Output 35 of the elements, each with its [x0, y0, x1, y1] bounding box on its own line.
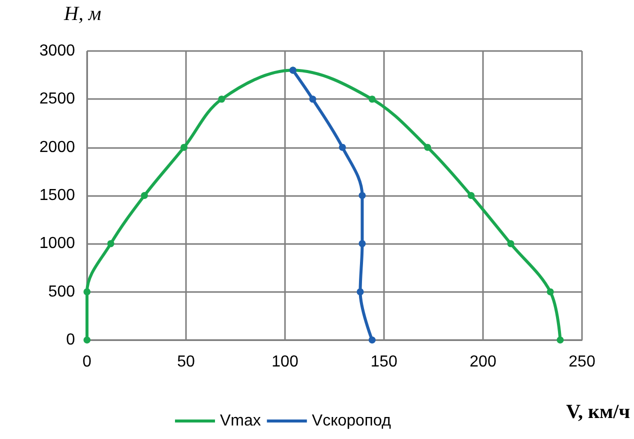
point — [107, 240, 114, 248]
point — [140, 192, 148, 199]
x-axis-title: V, км/ч — [566, 401, 630, 423]
y-tick-label: 2500 — [39, 90, 76, 108]
y-tick-label: 2000 — [39, 138, 76, 156]
point — [507, 240, 514, 248]
point — [338, 144, 346, 151]
x-tick-label: 150 — [370, 354, 398, 370]
point — [368, 336, 376, 344]
point — [356, 288, 364, 296]
x-tick-label: 50 — [177, 354, 195, 370]
point — [309, 96, 316, 103]
point — [556, 336, 564, 344]
y-axis-title: H, м — [63, 3, 102, 25]
point — [218, 96, 226, 103]
y-tick-label: 1500 — [39, 187, 76, 204]
x-tick-label: 200 — [470, 354, 496, 370]
point — [368, 96, 376, 103]
point — [180, 144, 188, 151]
point — [358, 192, 366, 199]
point — [358, 240, 366, 248]
legend-label: Vmax — [220, 412, 261, 430]
y-tick-label: 1000 — [39, 235, 76, 252]
point — [468, 192, 475, 199]
y-tick-label: 0 — [66, 332, 76, 348]
point — [424, 144, 432, 151]
point — [84, 336, 90, 344]
point — [546, 288, 554, 296]
x-tick-label: 250 — [568, 354, 596, 370]
point — [84, 288, 90, 296]
x-tick-label: 0 — [82, 354, 92, 370]
x-tick-label: 100 — [272, 354, 298, 370]
y-tick-label: 3000 — [39, 42, 76, 60]
legend-label: Vскоропод — [312, 412, 392, 430]
y-tick-label: 500 — [48, 283, 76, 300]
